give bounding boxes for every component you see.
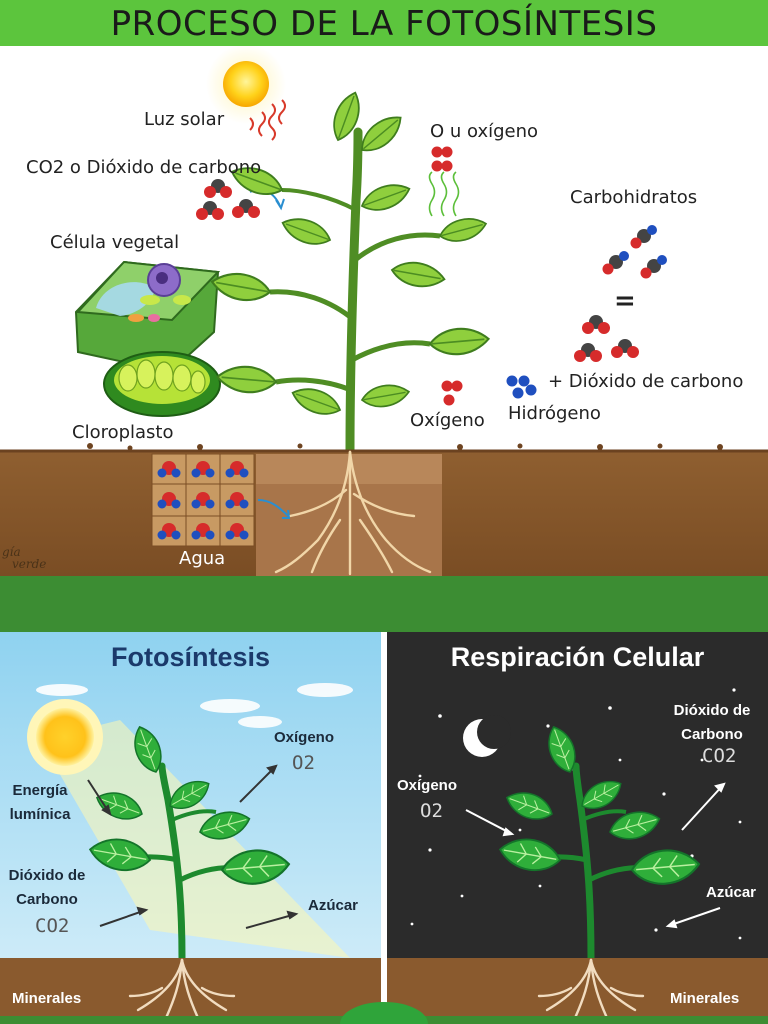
night-minerals-label: Minerales	[670, 990, 740, 1007]
night-arrows-icon	[465, 782, 726, 929]
co2-molecules-right-icon	[574, 315, 639, 362]
divider-band	[0, 576, 768, 632]
water-molecules-icon	[151, 453, 291, 547]
plant-cell-label: Célula vegetal	[50, 232, 180, 253]
oxygen-molecules-icon	[428, 146, 460, 217]
page-title: PROCESO DE LA FOTOSÍNTESIS	[110, 4, 658, 44]
oxygen-label: Oxígeno	[410, 410, 485, 431]
light-energy-label: Energía lumínica	[9, 782, 71, 823]
night-plant-icon	[496, 722, 702, 962]
night-sugar-label: Azúcar	[705, 884, 757, 901]
roots-icon	[274, 450, 432, 576]
sun-icon	[206, 46, 286, 141]
day-co2-formula: CO2	[35, 915, 70, 937]
comparison-illustration	[0, 632, 768, 1024]
sun-icon-day	[27, 699, 103, 775]
moon-icon	[463, 715, 511, 757]
photosynthesis-title: Fotosíntesis	[110, 642, 271, 672]
night-co2-label: Dióxido de Carbono	[673, 702, 751, 743]
hydrogen-molecules-icon	[506, 375, 537, 399]
oxygen-top-label: O u oxígeno	[430, 121, 539, 142]
night-oxygen-formula: O2	[420, 800, 443, 822]
day-oxygen-formula: O2	[292, 752, 315, 774]
night-co2-formula: CO2	[702, 745, 737, 767]
day-sugar-label: Azúcar	[307, 897, 359, 914]
carbohydrate-molecules-icon	[602, 225, 667, 279]
respiration-title: Respiración Celular	[450, 642, 705, 672]
plant-cell-icon	[74, 260, 221, 374]
watermark: gía verde	[2, 545, 47, 571]
day-arrows-icon	[87, 764, 299, 929]
plant-icon	[208, 88, 491, 455]
day-minerals-label: Minerales	[12, 990, 82, 1007]
hydrogen-label: Hidrógeno	[508, 403, 601, 424]
sunlight-label: Luz solar	[144, 109, 225, 130]
carbohydrates-label: Carbohidratos	[570, 187, 698, 208]
stars-icon	[410, 688, 742, 940]
chloroplast-icon	[103, 351, 221, 417]
header-bar: PROCESO DE LA FOTOSÍNTESIS	[0, 0, 768, 46]
chloroplast-label: Cloroplasto	[72, 422, 174, 443]
clouds-icon	[36, 683, 353, 728]
night-oxygen-label: Oxígeno	[396, 777, 457, 794]
photosynthesis-process-illustration	[0, 46, 768, 576]
co2-label: CO2 o Dióxido de carbono	[26, 157, 262, 178]
oxygen-molecule-lower-icon	[441, 380, 463, 406]
equals-sign: =	[614, 286, 636, 316]
day-plant-icon	[86, 722, 292, 962]
day-co2-label: Dióxido de Carbono	[8, 867, 86, 908]
co2-plus-label: + Dióxido de carbono	[548, 371, 744, 392]
water-label: Agua	[179, 548, 226, 569]
day-oxygen-label: Oxígeno	[273, 729, 334, 746]
